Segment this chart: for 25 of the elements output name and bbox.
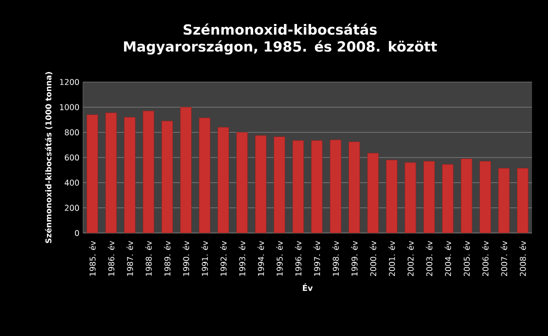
bar bbox=[142, 110, 154, 233]
bar bbox=[218, 127, 230, 233]
bar bbox=[198, 118, 210, 233]
chart-title: Szénmonoxid-kibocsátás Magyarországon, 1985. és 2008. között bbox=[124, 23, 437, 55]
bar bbox=[86, 114, 98, 233]
bar bbox=[124, 117, 136, 233]
bar bbox=[274, 136, 286, 233]
bar bbox=[367, 152, 379, 233]
bar bbox=[255, 135, 266, 233]
bar bbox=[330, 140, 342, 233]
bar bbox=[498, 168, 510, 233]
bar bbox=[236, 132, 248, 233]
bar bbox=[442, 164, 454, 233]
bar bbox=[480, 161, 491, 233]
bar bbox=[460, 158, 472, 233]
bar bbox=[386, 160, 398, 233]
bar bbox=[516, 168, 528, 233]
bar bbox=[180, 106, 192, 233]
bar bbox=[423, 161, 435, 233]
bar bbox=[348, 142, 360, 233]
bar bbox=[105, 112, 117, 233]
bar bbox=[404, 162, 416, 233]
bar bbox=[311, 140, 323, 233]
bar bbox=[161, 120, 173, 233]
bar bbox=[292, 140, 304, 233]
